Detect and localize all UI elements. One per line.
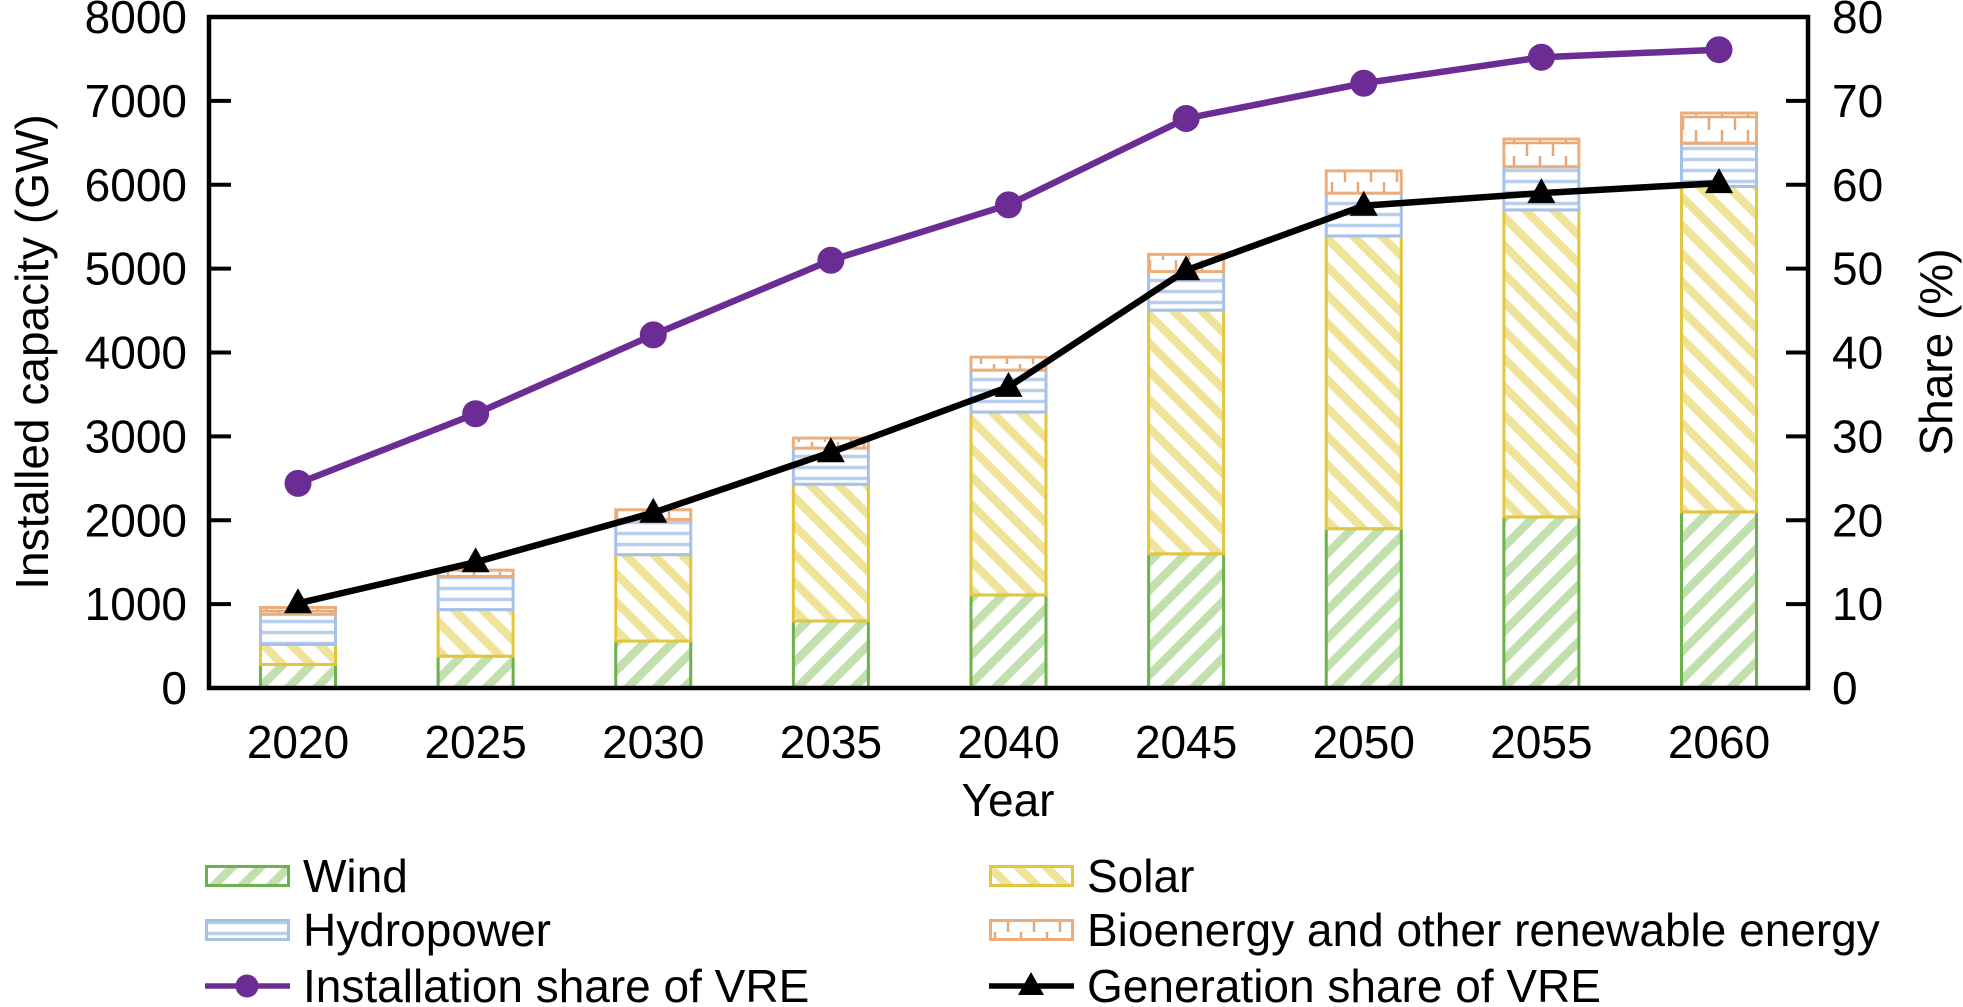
left-tick-label: 2000	[85, 494, 187, 546]
legend-label-hydropower: Hydropower	[303, 904, 551, 956]
data-point-marker	[639, 497, 668, 523]
bar-segment-hatch	[615, 641, 691, 688]
generation-share-line	[284, 168, 1733, 614]
data-point-marker	[817, 246, 845, 274]
x-tick-label: 2025	[424, 716, 526, 768]
bar-segment-border	[1680, 111, 1758, 145]
data-point-marker	[461, 547, 490, 573]
bar-segment-hatch	[438, 570, 514, 577]
bar-segment-hatch	[1681, 113, 1757, 144]
left-tick-label: 3000	[85, 410, 187, 462]
data-point-marker	[1705, 36, 1733, 64]
x-tick-label: 2040	[957, 716, 1059, 768]
bar-segment-hatch	[438, 609, 514, 657]
right-tick-label: 80	[1832, 0, 1883, 43]
legend-label-generation-share: Generation share of VRE	[1087, 960, 1601, 1007]
data-point-marker	[1527, 43, 1555, 71]
x-tick-label: 2030	[602, 716, 704, 768]
data-point-marker	[1350, 69, 1378, 97]
bar-segment-hatch	[793, 484, 869, 621]
right-tick-label: 60	[1832, 159, 1883, 211]
data-point-marker	[995, 191, 1022, 219]
x-tick-label: 2055	[1490, 716, 1592, 768]
bar-segment-hatch	[260, 644, 336, 665]
bar-segment-hatch	[438, 576, 514, 610]
legend-label-installation-share: Installation share of VRE	[303, 960, 810, 1007]
data-point-marker	[1349, 190, 1378, 216]
bar-segment-hatch	[971, 357, 1046, 371]
left-tick-label: 4000	[85, 327, 187, 379]
x-tick-label: 2045	[1135, 716, 1237, 768]
bar-segment-hatch	[1503, 139, 1579, 167]
legend-label-wind: Wind	[303, 850, 408, 902]
right-tick-label: 10	[1832, 578, 1883, 630]
bar-segment-hatch	[1681, 186, 1757, 512]
data-point-marker	[816, 437, 845, 463]
installation-share-line-icon	[205, 974, 290, 998]
bar-segment-hatch	[1326, 528, 1402, 688]
left-tick-label: 5000	[85, 243, 187, 295]
bar-segment-hatch	[1326, 170, 1402, 194]
x-axis-title: Year	[961, 774, 1055, 826]
right-tick-label: 70	[1832, 75, 1883, 127]
legend-label-bioenergy: Bioenergy and other renewable energy	[1087, 904, 1880, 956]
axes-group: 0100020003000400050006000700080000102030…	[85, 0, 1884, 768]
bar-segment-hatch	[1148, 310, 1224, 554]
left-tick-label: 8000	[85, 0, 187, 43]
right-tick-label: 50	[1832, 243, 1883, 295]
bar-segment-hatch	[793, 620, 869, 688]
data-point-marker	[284, 469, 312, 497]
right-tick-label: 0	[1832, 662, 1858, 714]
x-tick-label: 2050	[1313, 716, 1415, 768]
x-tick-label: 2060	[1668, 716, 1770, 768]
x-tick-label: 2035	[780, 716, 882, 768]
bar-segment-hatch	[1148, 553, 1224, 688]
data-point-marker	[1705, 168, 1733, 194]
legend-label-solar: Solar	[1087, 850, 1195, 902]
bar-segment-border	[1502, 137, 1581, 169]
bar-segment-hatch	[1503, 209, 1579, 517]
data-point-marker	[1527, 178, 1556, 204]
legend-item-installation-share: Installation share of VRE	[205, 960, 810, 1007]
right-tick-label: 40	[1832, 327, 1883, 379]
bar-segment-hatch	[971, 412, 1046, 595]
wind-swatch-icon	[205, 865, 290, 887]
right-axis-title: Share (%)	[1910, 248, 1962, 456]
x-tick-label: 2020	[247, 716, 349, 768]
bar-segment-hatch	[615, 519, 691, 555]
solar-swatch-icon	[989, 865, 1074, 887]
legend-item-generation-share: Generation share of VRE	[989, 960, 1601, 1007]
data-point-marker	[994, 371, 1023, 397]
bar-segment-hatch	[1681, 511, 1757, 688]
hydropower-swatch-icon	[205, 919, 290, 941]
legend-item-wind: Wind	[205, 850, 408, 902]
data-point-marker	[284, 588, 312, 614]
bar-segment-hatch	[615, 554, 691, 642]
left-axis-title: Installed capacity (GW)	[6, 114, 58, 590]
bar-segment-hatch	[971, 594, 1046, 688]
legend-item-solar: Solar	[989, 850, 1195, 902]
left-tick-label: 7000	[85, 75, 187, 127]
bar-segment-hatch	[1326, 235, 1402, 529]
data-point-marker	[1172, 104, 1200, 132]
left-tick-label: 6000	[85, 159, 187, 211]
right-tick-label: 30	[1832, 410, 1883, 462]
generation-share-line-icon	[989, 972, 1074, 995]
bar-segment-hatch	[1503, 516, 1579, 688]
right-tick-label: 20	[1832, 494, 1883, 546]
left-tick-label: 1000	[85, 578, 187, 630]
installation-share-line	[284, 36, 1733, 497]
legend-item-hydropower: Hydropower	[205, 904, 551, 956]
legend-item-bioenergy: Bioenergy and other renewable energy	[989, 904, 1880, 956]
left-tick-label: 0	[161, 662, 187, 714]
bar-segment-hatch	[260, 614, 336, 645]
data-point-marker	[639, 321, 667, 349]
data-point-marker	[1172, 255, 1201, 281]
bar-segment-hatch	[260, 664, 336, 688]
bar-segment-hatch	[438, 656, 514, 688]
bioenergy-swatch-icon	[989, 919, 1074, 941]
data-point-marker	[462, 400, 490, 428]
